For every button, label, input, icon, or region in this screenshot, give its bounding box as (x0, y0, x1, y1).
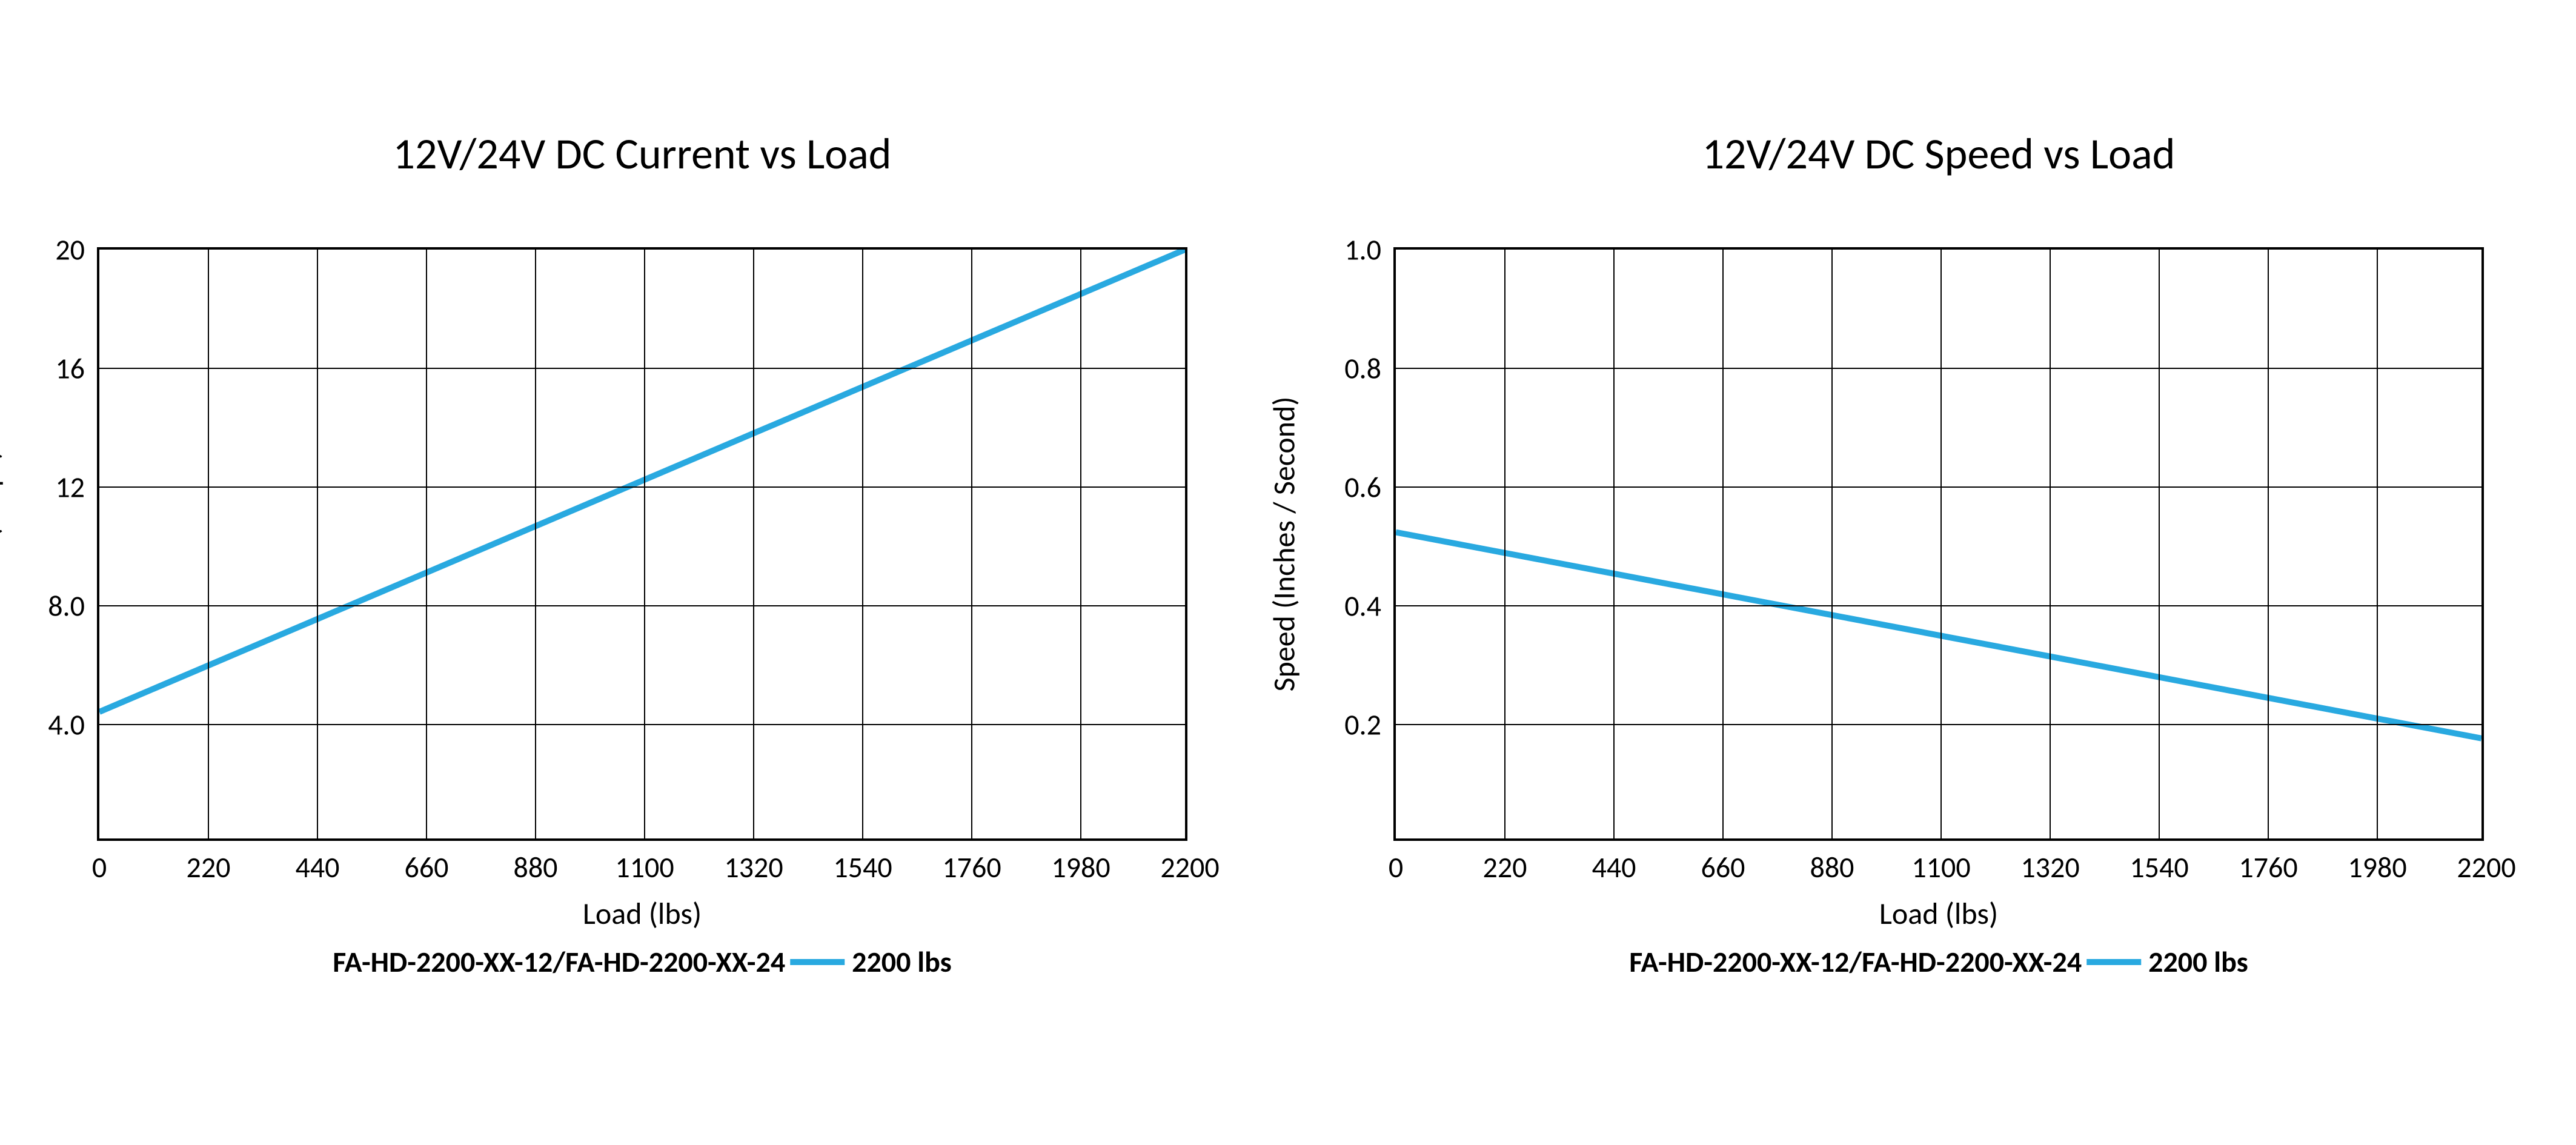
y-tick-label: 0.6 (1344, 470, 1381, 505)
y-tick-label: 16 (55, 351, 85, 387)
x-tick-label: 440 (296, 849, 340, 885)
gridline-vertical (1831, 250, 1833, 838)
legend-series-text: 2200 lbs (2148, 944, 2248, 980)
chart-wrap: 02204406608801100132015401760198022004.0… (97, 247, 1187, 841)
y-tick-label: 0.2 (1344, 707, 1381, 743)
current-chart-panel: 12V/24V DC Current vs Load 0220440660880… (97, 127, 1187, 841)
legend: FA-HD-2200-XX-12/FA-HD-2200-XX-24 2200 l… (333, 944, 952, 980)
gridline-vertical (2050, 250, 2051, 838)
chart-plot-area: 02204406608801100132015401760198022004.0… (97, 247, 1187, 841)
x-tick-label: 1320 (724, 849, 783, 885)
gridline-vertical (317, 250, 318, 838)
gridline-vertical (753, 250, 754, 838)
gridline-horizontal (1396, 724, 2481, 725)
x-tick-label: 1760 (942, 849, 1001, 885)
x-tick-label: 1100 (1911, 849, 1970, 885)
gridline-vertical (1080, 250, 1081, 838)
y-tick-label: 0.8 (1344, 351, 1381, 387)
y-axis-label: Speed (Inches / Second) (1266, 396, 1303, 691)
data-series-line (1396, 250, 2481, 838)
legend-series-text: 2200 lbs (852, 944, 952, 980)
gridline-horizontal (1396, 605, 2481, 606)
x-axis-label: Load (lbs) (583, 895, 702, 932)
y-tick-label: 8.0 (48, 588, 85, 624)
x-tick-label: 1540 (2130, 849, 2188, 885)
x-tick-label: 880 (1810, 849, 1854, 885)
x-axis-label: Load (lbs) (1879, 895, 1998, 932)
gridline-horizontal (99, 368, 1185, 369)
data-series-line (99, 250, 1185, 838)
x-tick-label: 1980 (1051, 849, 1110, 885)
speed-chart-panel: 12V/24V DC Speed vs Load 022044066088011… (1393, 127, 2484, 841)
gridline-horizontal (1396, 368, 2481, 369)
gridline-horizontal (1396, 486, 2481, 488)
x-tick-label: 2200 (1160, 849, 1219, 885)
x-tick-label: 1540 (833, 849, 892, 885)
chart-wrap: 02204406608801100132015401760198022000.2… (1393, 247, 2484, 841)
y-tick-label: 12 (55, 470, 85, 505)
gridline-vertical (1613, 250, 1615, 838)
x-tick-label: 1980 (2348, 849, 2406, 885)
gridline-vertical (426, 250, 427, 838)
chart-title: 12V/24V DC Current vs Load (97, 127, 1187, 181)
gridline-vertical (1722, 250, 1724, 838)
gridline-vertical (1940, 250, 1942, 838)
gridline-vertical (2377, 250, 2378, 838)
legend-model-text: FA-HD-2200-XX-12/FA-HD-2200-XX-24 (333, 944, 785, 980)
y-tick-label: 20 (55, 232, 85, 268)
gridline-vertical (971, 250, 972, 838)
gridline-vertical (1504, 250, 1505, 838)
x-tick-label: 660 (405, 849, 449, 885)
x-tick-label: 0 (92, 849, 107, 885)
legend: FA-HD-2200-XX-12/FA-HD-2200-XX-24 2200 l… (1629, 944, 2248, 980)
x-tick-label: 1760 (2239, 849, 2297, 885)
x-tick-label: 1320 (2020, 849, 2079, 885)
x-tick-label: 220 (187, 849, 231, 885)
gridline-vertical (2268, 250, 2269, 838)
gridline-horizontal (99, 605, 1185, 606)
x-tick-label: 660 (1701, 849, 1745, 885)
page: 12V/24V DC Current vs Load 0220440660880… (0, 0, 2576, 1145)
gridline-vertical (862, 250, 863, 838)
x-tick-label: 1100 (615, 849, 674, 885)
chart-title: 12V/24V DC Speed vs Load (1393, 127, 2484, 181)
legend-color-swatch (790, 959, 845, 965)
gridline-vertical (208, 250, 209, 838)
chart-plot-area: 02204406608801100132015401760198022000.2… (1393, 247, 2484, 841)
gridline-horizontal (99, 724, 1185, 725)
gridline-horizontal (99, 486, 1185, 488)
x-tick-label: 880 (514, 849, 558, 885)
legend-model-text: FA-HD-2200-XX-12/FA-HD-2200-XX-24 (1629, 944, 2082, 980)
legend-color-swatch (2086, 959, 2141, 965)
gridline-vertical (2159, 250, 2160, 838)
y-tick-label: 0.4 (1344, 588, 1381, 624)
x-tick-label: 220 (1483, 849, 1527, 885)
y-axis-label: Current (Amps) (0, 450, 7, 639)
y-tick-label: 4.0 (48, 707, 85, 743)
gridline-vertical (644, 250, 645, 838)
y-tick-label: 1.0 (1344, 232, 1381, 268)
x-tick-label: 0 (1389, 849, 1403, 885)
x-tick-label: 2200 (2457, 849, 2515, 885)
x-tick-label: 440 (1592, 849, 1636, 885)
gridline-vertical (535, 250, 536, 838)
